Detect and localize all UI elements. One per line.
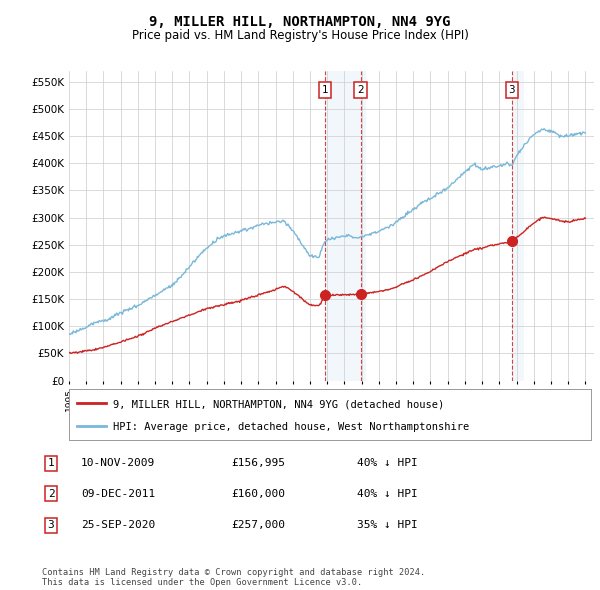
Text: 40% ↓ HPI: 40% ↓ HPI xyxy=(357,458,418,468)
Text: 2: 2 xyxy=(357,85,364,95)
Text: 35% ↓ HPI: 35% ↓ HPI xyxy=(357,520,418,530)
Text: £257,000: £257,000 xyxy=(231,520,285,530)
Text: 9, MILLER HILL, NORTHAMPTON, NN4 9YG (detached house): 9, MILLER HILL, NORTHAMPTON, NN4 9YG (de… xyxy=(113,399,445,409)
Text: 2: 2 xyxy=(47,489,55,499)
Text: 25-SEP-2020: 25-SEP-2020 xyxy=(81,520,155,530)
Text: Contains HM Land Registry data © Crown copyright and database right 2024.
This d: Contains HM Land Registry data © Crown c… xyxy=(42,568,425,587)
Bar xyxy=(512,71,524,381)
Text: 3: 3 xyxy=(47,520,55,530)
Text: 3: 3 xyxy=(509,85,515,95)
Text: 09-DEC-2011: 09-DEC-2011 xyxy=(81,489,155,499)
Text: HPI: Average price, detached house, West Northamptonshire: HPI: Average price, detached house, West… xyxy=(113,422,470,432)
Text: 10-NOV-2009: 10-NOV-2009 xyxy=(81,458,155,468)
Text: 1: 1 xyxy=(322,85,328,95)
Text: 40% ↓ HPI: 40% ↓ HPI xyxy=(357,489,418,499)
Text: £156,995: £156,995 xyxy=(231,458,285,468)
Bar xyxy=(325,71,366,381)
Text: Price paid vs. HM Land Registry's House Price Index (HPI): Price paid vs. HM Land Registry's House … xyxy=(131,30,469,42)
Text: 9, MILLER HILL, NORTHAMPTON, NN4 9YG: 9, MILLER HILL, NORTHAMPTON, NN4 9YG xyxy=(149,15,451,29)
Text: 1: 1 xyxy=(47,458,55,468)
Text: £160,000: £160,000 xyxy=(231,489,285,499)
